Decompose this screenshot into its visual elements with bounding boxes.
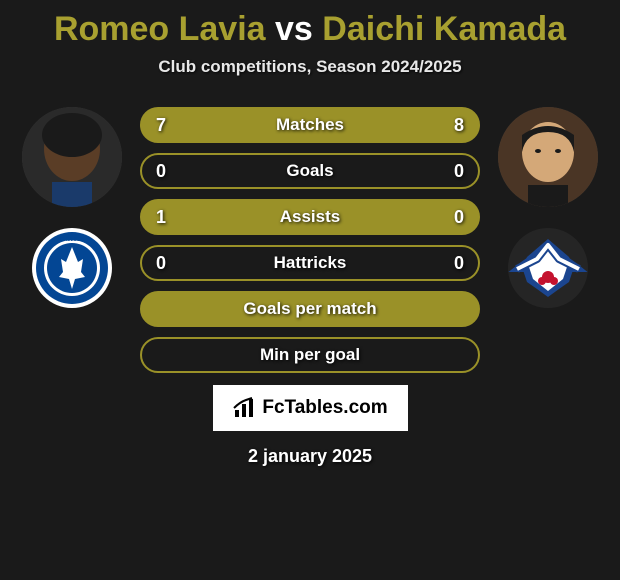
stat-value-left: 7 xyxy=(156,115,166,136)
stat-value-right: 0 xyxy=(454,161,464,182)
player2-club-badge xyxy=(507,227,589,309)
subtitle: Club competitions, Season 2024/2025 xyxy=(158,57,461,77)
fctables-attribution[interactable]: FcTables.com xyxy=(213,385,408,431)
comparison-row: CHELSEA 7 Matches 8 0 Goals 0 1 Assists 0 0 Hattri… xyxy=(0,107,620,373)
svg-text:CHELSEA: CHELSEA xyxy=(60,237,84,243)
player1-avatar xyxy=(22,107,122,207)
player2-avatar xyxy=(498,107,598,207)
comparison-card: Romeo Lavia vs Daichi Kamada Club compet… xyxy=(0,0,620,467)
player1-column: CHELSEA xyxy=(22,107,122,309)
stat-value-right: 0 xyxy=(454,253,464,274)
stat-value-left: 0 xyxy=(156,253,166,274)
stat-value-left: 1 xyxy=(156,207,166,228)
crystal-palace-badge-icon xyxy=(507,227,589,309)
stat-bar: Goals per match xyxy=(140,291,480,327)
player2-name: Daichi Kamada xyxy=(322,10,566,48)
stat-label: Matches xyxy=(276,115,344,135)
stat-value-right: 0 xyxy=(454,207,464,228)
stat-label: Assists xyxy=(280,207,340,227)
stat-label: Goals xyxy=(286,161,333,181)
date-text: 2 january 2025 xyxy=(248,446,372,467)
stats-column: 7 Matches 8 0 Goals 0 1 Assists 0 0 Hattricks 0 Goal… xyxy=(140,107,480,373)
chelsea-badge-icon: CHELSEA xyxy=(31,227,113,309)
player2-column xyxy=(498,107,598,309)
stat-label: Goals per match xyxy=(243,299,376,319)
vs-separator: vs xyxy=(275,10,313,48)
player1-club-badge: CHELSEA xyxy=(31,227,113,309)
stat-bar: 0 Goals 0 xyxy=(140,153,480,189)
stat-label: Hattricks xyxy=(274,253,347,273)
page-title: Romeo Lavia vs Daichi Kamada xyxy=(54,10,566,49)
stat-bar: 1 Assists 0 xyxy=(140,199,480,235)
player1-face-icon xyxy=(22,107,122,207)
fctables-logo-icon xyxy=(232,396,256,420)
stat-bar: Min per goal xyxy=(140,337,480,373)
stat-value-right: 8 xyxy=(454,115,464,136)
stat-bar: 7 Matches 8 xyxy=(140,107,480,143)
player1-name: Romeo Lavia xyxy=(54,10,266,48)
stat-bar: 0 Hattricks 0 xyxy=(140,245,480,281)
stat-label: Min per goal xyxy=(260,345,360,365)
stat-value-left: 0 xyxy=(156,161,166,182)
fctables-text: FcTables.com xyxy=(262,397,387,419)
player2-face-icon xyxy=(498,107,598,207)
